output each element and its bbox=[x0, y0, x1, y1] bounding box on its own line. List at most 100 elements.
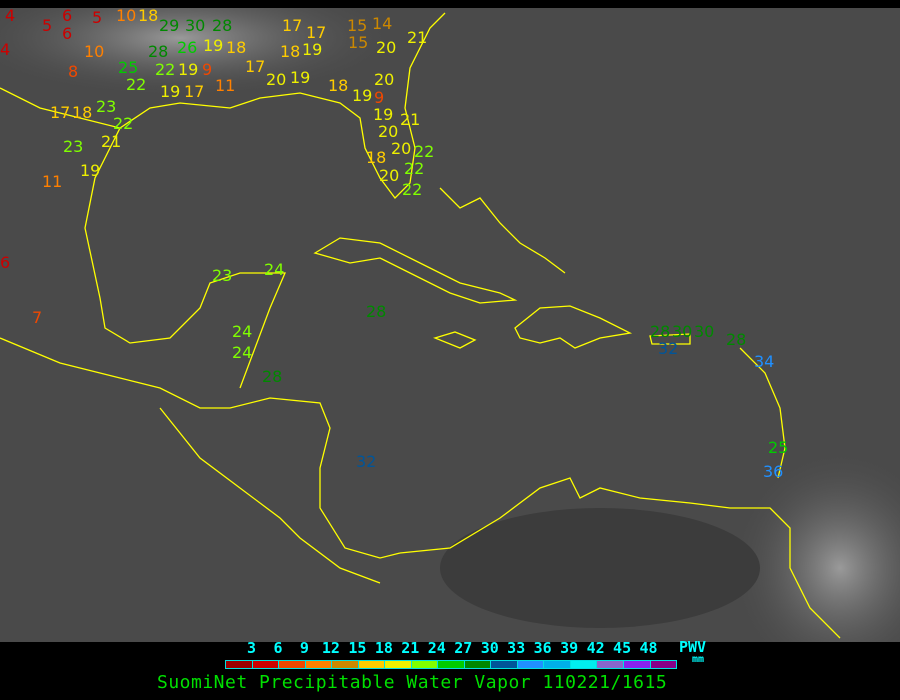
unit: mm bbox=[692, 654, 705, 665]
cloud-area bbox=[730, 448, 900, 642]
station-pwv-label: 30 bbox=[672, 322, 693, 341]
color-swatch bbox=[650, 661, 677, 668]
bahamas bbox=[439, 187, 566, 274]
station-pwv-label: 28 bbox=[650, 322, 671, 341]
legend-tick: 42 bbox=[586, 639, 605, 657]
station-pwv-label: 4 bbox=[0, 40, 11, 59]
station-pwv-label: 22 bbox=[155, 60, 176, 79]
station-pwv-label: 24 bbox=[232, 322, 253, 341]
station-pwv-label: 18 bbox=[328, 76, 349, 95]
color-swatch bbox=[252, 661, 280, 668]
station-pwv-label: 26 bbox=[177, 38, 198, 57]
legend-tick: 27 bbox=[454, 639, 473, 657]
station-pwv-label: 30 bbox=[694, 322, 715, 341]
station-pwv-label: 24 bbox=[232, 343, 253, 362]
station-pwv-label: 20 bbox=[266, 70, 287, 89]
station-pwv-label: 17 bbox=[306, 23, 327, 42]
land-south-america bbox=[440, 508, 760, 628]
central-america bbox=[0, 337, 401, 559]
station-pwv-label: 11 bbox=[42, 172, 63, 191]
map-title: SuomiNet Precipitable Water Vapor 110221… bbox=[157, 672, 668, 693]
station-pwv-label: 22 bbox=[113, 114, 134, 133]
station-pwv-label: 19 bbox=[373, 105, 394, 124]
station-pwv-label: 18 bbox=[138, 8, 159, 25]
station-pwv-label: 21 bbox=[407, 28, 428, 47]
station-pwv-label: 32 bbox=[658, 339, 679, 358]
legend-tick: 18 bbox=[374, 639, 393, 657]
unit-label: PWV bbox=[679, 638, 707, 656]
legend-tick: 36 bbox=[533, 639, 552, 657]
station-pwv-label: 18 bbox=[72, 103, 93, 122]
station-pwv-label: 19 bbox=[352, 86, 373, 105]
legend-tick: 48 bbox=[639, 639, 658, 657]
station-pwv-label: 22 bbox=[414, 142, 435, 161]
station-pwv-label: 15 bbox=[348, 33, 369, 52]
station-pwv-label: 5 bbox=[92, 8, 103, 27]
station-pwv-label: 21 bbox=[101, 132, 122, 151]
station-pwv-label: 28 bbox=[148, 42, 169, 61]
station-pwv-label: 10 bbox=[84, 42, 105, 61]
station-labels: 4 6 5 10 18 29 30 28 17 17 15 14 4 5 6 10 28 26 19 18 18 19 15… bbox=[0, 8, 900, 642]
central-america-pacific bbox=[159, 407, 381, 584]
station-pwv-label: 18 bbox=[280, 42, 301, 61]
legend-tick: 33 bbox=[507, 639, 526, 657]
station-pwv-label: 19 bbox=[290, 68, 311, 87]
legend-tick: 21 bbox=[401, 639, 420, 657]
color-swatch bbox=[464, 661, 492, 668]
color-swatch bbox=[279, 661, 306, 668]
station-pwv-label: 10 bbox=[116, 8, 137, 25]
legend-tick: 3 bbox=[246, 639, 256, 657]
station-pwv-label: 22 bbox=[402, 180, 423, 199]
station-pwv-label: 28 bbox=[726, 330, 747, 349]
color-swatch bbox=[411, 661, 439, 668]
station-pwv-label: 22 bbox=[404, 159, 425, 178]
station-pwv-label: 28 bbox=[212, 16, 233, 35]
color-swatch bbox=[438, 661, 465, 668]
station-pwv-label: 5 bbox=[42, 16, 53, 35]
cuba bbox=[313, 237, 518, 304]
station-pwv-label: 9 bbox=[202, 60, 213, 79]
gulf-coast bbox=[0, 87, 286, 389]
color-swatch bbox=[623, 661, 651, 668]
station-pwv-label: 19 bbox=[80, 161, 101, 180]
legend-tick: 30 bbox=[480, 639, 499, 657]
coastlines bbox=[0, 8, 900, 642]
station-pwv-label: 34 bbox=[754, 352, 775, 371]
station-pwv-label: 30 bbox=[185, 16, 206, 35]
station-pwv-label: 20 bbox=[374, 70, 395, 89]
station-pwv-label: 6 bbox=[62, 8, 73, 25]
station-pwv-label: 32 bbox=[356, 452, 377, 471]
hispaniola bbox=[514, 305, 633, 349]
station-pwv-label: 17 bbox=[50, 103, 71, 122]
cloud-band bbox=[0, 8, 400, 98]
station-pwv-label: 17 bbox=[282, 16, 303, 35]
station-pwv-label: 28 bbox=[366, 302, 387, 321]
station-pwv-label: 6 bbox=[62, 24, 73, 43]
station-pwv-label: 14 bbox=[372, 14, 393, 33]
station-pwv-label: 8 bbox=[68, 62, 79, 81]
legend-tick: 15 bbox=[348, 639, 367, 657]
color-swatch bbox=[570, 661, 598, 668]
station-pwv-label: 21 bbox=[400, 110, 421, 129]
color-swatch bbox=[597, 661, 624, 668]
station-pwv-label: 20 bbox=[378, 122, 399, 141]
station-pwv-label: 36 bbox=[763, 462, 784, 481]
color-swatch bbox=[358, 661, 386, 668]
legend-tick: 6 bbox=[273, 639, 283, 657]
station-pwv-label: 17 bbox=[245, 57, 266, 76]
color-swatch bbox=[544, 661, 571, 668]
legend-tick: 39 bbox=[560, 639, 579, 657]
station-pwv-label: 19 bbox=[160, 82, 181, 101]
station-pwv-label: 7 bbox=[32, 308, 43, 327]
color-swatch bbox=[385, 661, 412, 668]
station-pwv-label: 28 bbox=[262, 367, 283, 386]
station-pwv-label: 25 bbox=[768, 438, 789, 457]
station-pwv-label: 20 bbox=[391, 139, 412, 158]
station-pwv-label: 24 bbox=[264, 260, 285, 279]
color-swatch bbox=[226, 661, 253, 668]
station-pwv-label: 11 bbox=[215, 76, 236, 95]
color-swatch bbox=[491, 661, 518, 668]
color-swatch bbox=[517, 661, 545, 668]
color-swatch bbox=[305, 661, 333, 668]
station-pwv-label: 25 bbox=[118, 58, 139, 77]
